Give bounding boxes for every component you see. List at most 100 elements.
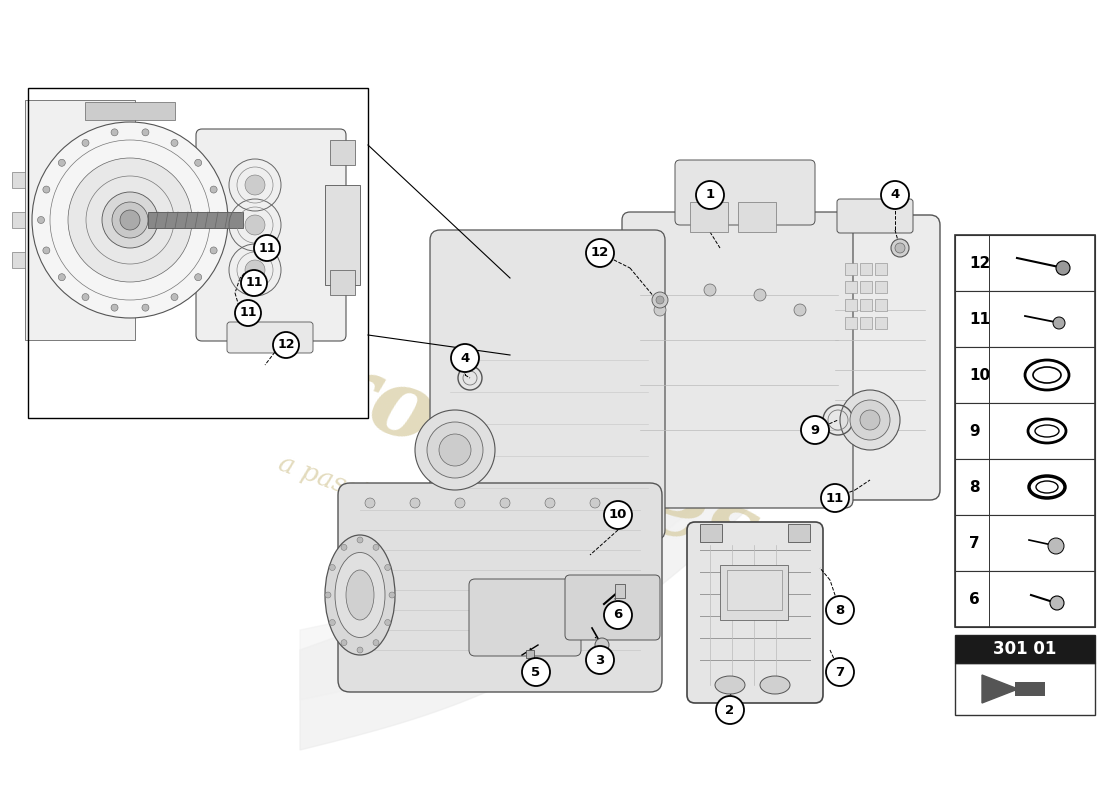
FancyBboxPatch shape xyxy=(430,230,666,540)
Circle shape xyxy=(373,640,380,646)
Bar xyxy=(955,347,1094,403)
Text: 8: 8 xyxy=(969,479,980,494)
Bar xyxy=(12,172,25,188)
Circle shape xyxy=(389,592,395,598)
Circle shape xyxy=(241,270,267,296)
Circle shape xyxy=(754,289,766,301)
Bar xyxy=(788,524,810,542)
FancyBboxPatch shape xyxy=(621,212,852,508)
Circle shape xyxy=(58,159,65,166)
Circle shape xyxy=(32,122,228,318)
Circle shape xyxy=(451,344,478,372)
Text: 7: 7 xyxy=(969,535,980,550)
Text: 10: 10 xyxy=(969,367,990,382)
Bar xyxy=(330,270,355,295)
Circle shape xyxy=(427,422,483,478)
Circle shape xyxy=(68,158,192,282)
Circle shape xyxy=(341,544,346,550)
Circle shape xyxy=(112,202,148,238)
Text: 11: 11 xyxy=(969,311,990,326)
Text: 5: 5 xyxy=(531,666,540,678)
Bar xyxy=(955,663,1094,715)
Bar xyxy=(28,88,368,418)
Circle shape xyxy=(170,294,178,301)
Bar xyxy=(615,584,625,598)
Circle shape xyxy=(102,192,158,248)
Circle shape xyxy=(801,416,829,444)
Bar xyxy=(860,263,872,275)
FancyBboxPatch shape xyxy=(469,579,581,656)
Circle shape xyxy=(365,498,375,508)
Circle shape xyxy=(235,300,261,326)
Text: 3: 3 xyxy=(595,654,605,666)
Circle shape xyxy=(654,304,666,316)
Circle shape xyxy=(37,217,44,223)
Circle shape xyxy=(245,215,265,235)
Circle shape xyxy=(895,243,905,253)
Bar xyxy=(955,571,1094,627)
Circle shape xyxy=(324,592,331,598)
Bar xyxy=(860,317,872,329)
Circle shape xyxy=(696,181,724,209)
Bar xyxy=(955,515,1094,571)
Polygon shape xyxy=(982,675,1018,703)
Bar xyxy=(85,102,175,120)
Circle shape xyxy=(329,619,336,626)
Text: 2: 2 xyxy=(725,703,735,717)
Circle shape xyxy=(590,498,600,508)
Text: 301 01: 301 01 xyxy=(993,640,1057,658)
Text: 11: 11 xyxy=(245,277,263,290)
Circle shape xyxy=(358,537,363,543)
Bar xyxy=(874,281,887,293)
FancyBboxPatch shape xyxy=(338,483,662,692)
Bar xyxy=(700,524,722,542)
Ellipse shape xyxy=(715,676,745,694)
Bar xyxy=(955,459,1094,515)
Circle shape xyxy=(273,332,299,358)
Text: 11: 11 xyxy=(258,242,276,254)
Text: eurospares: eurospares xyxy=(189,298,770,582)
Bar xyxy=(874,263,887,275)
Circle shape xyxy=(43,186,50,193)
Circle shape xyxy=(544,498,556,508)
Bar xyxy=(874,317,887,329)
Bar xyxy=(955,235,1094,291)
Ellipse shape xyxy=(1036,481,1058,493)
Bar xyxy=(148,212,243,228)
Circle shape xyxy=(341,640,346,646)
Bar xyxy=(845,317,857,329)
FancyBboxPatch shape xyxy=(675,160,815,225)
Circle shape xyxy=(500,498,510,508)
Circle shape xyxy=(245,175,265,195)
Text: 10: 10 xyxy=(608,509,627,522)
Bar xyxy=(720,565,788,620)
Bar xyxy=(25,100,135,340)
Circle shape xyxy=(1053,317,1065,329)
Circle shape xyxy=(120,210,140,230)
Circle shape xyxy=(1056,261,1070,275)
FancyBboxPatch shape xyxy=(837,199,913,233)
Circle shape xyxy=(595,638,609,652)
Circle shape xyxy=(82,139,89,146)
Circle shape xyxy=(329,565,336,570)
Text: 12: 12 xyxy=(591,246,609,259)
Circle shape xyxy=(586,646,614,674)
Circle shape xyxy=(604,501,632,529)
Bar xyxy=(955,635,1094,663)
Text: 6: 6 xyxy=(969,591,980,606)
Bar xyxy=(955,291,1094,347)
Bar xyxy=(845,263,857,275)
Circle shape xyxy=(826,596,854,624)
Circle shape xyxy=(415,410,495,490)
Circle shape xyxy=(170,139,178,146)
Circle shape xyxy=(358,647,363,653)
Circle shape xyxy=(216,217,222,223)
Circle shape xyxy=(881,181,909,209)
Circle shape xyxy=(195,274,201,281)
Bar xyxy=(874,299,887,311)
Circle shape xyxy=(586,239,614,267)
Bar xyxy=(28,88,368,418)
Circle shape xyxy=(821,484,849,512)
FancyBboxPatch shape xyxy=(227,322,314,353)
Circle shape xyxy=(385,565,390,570)
